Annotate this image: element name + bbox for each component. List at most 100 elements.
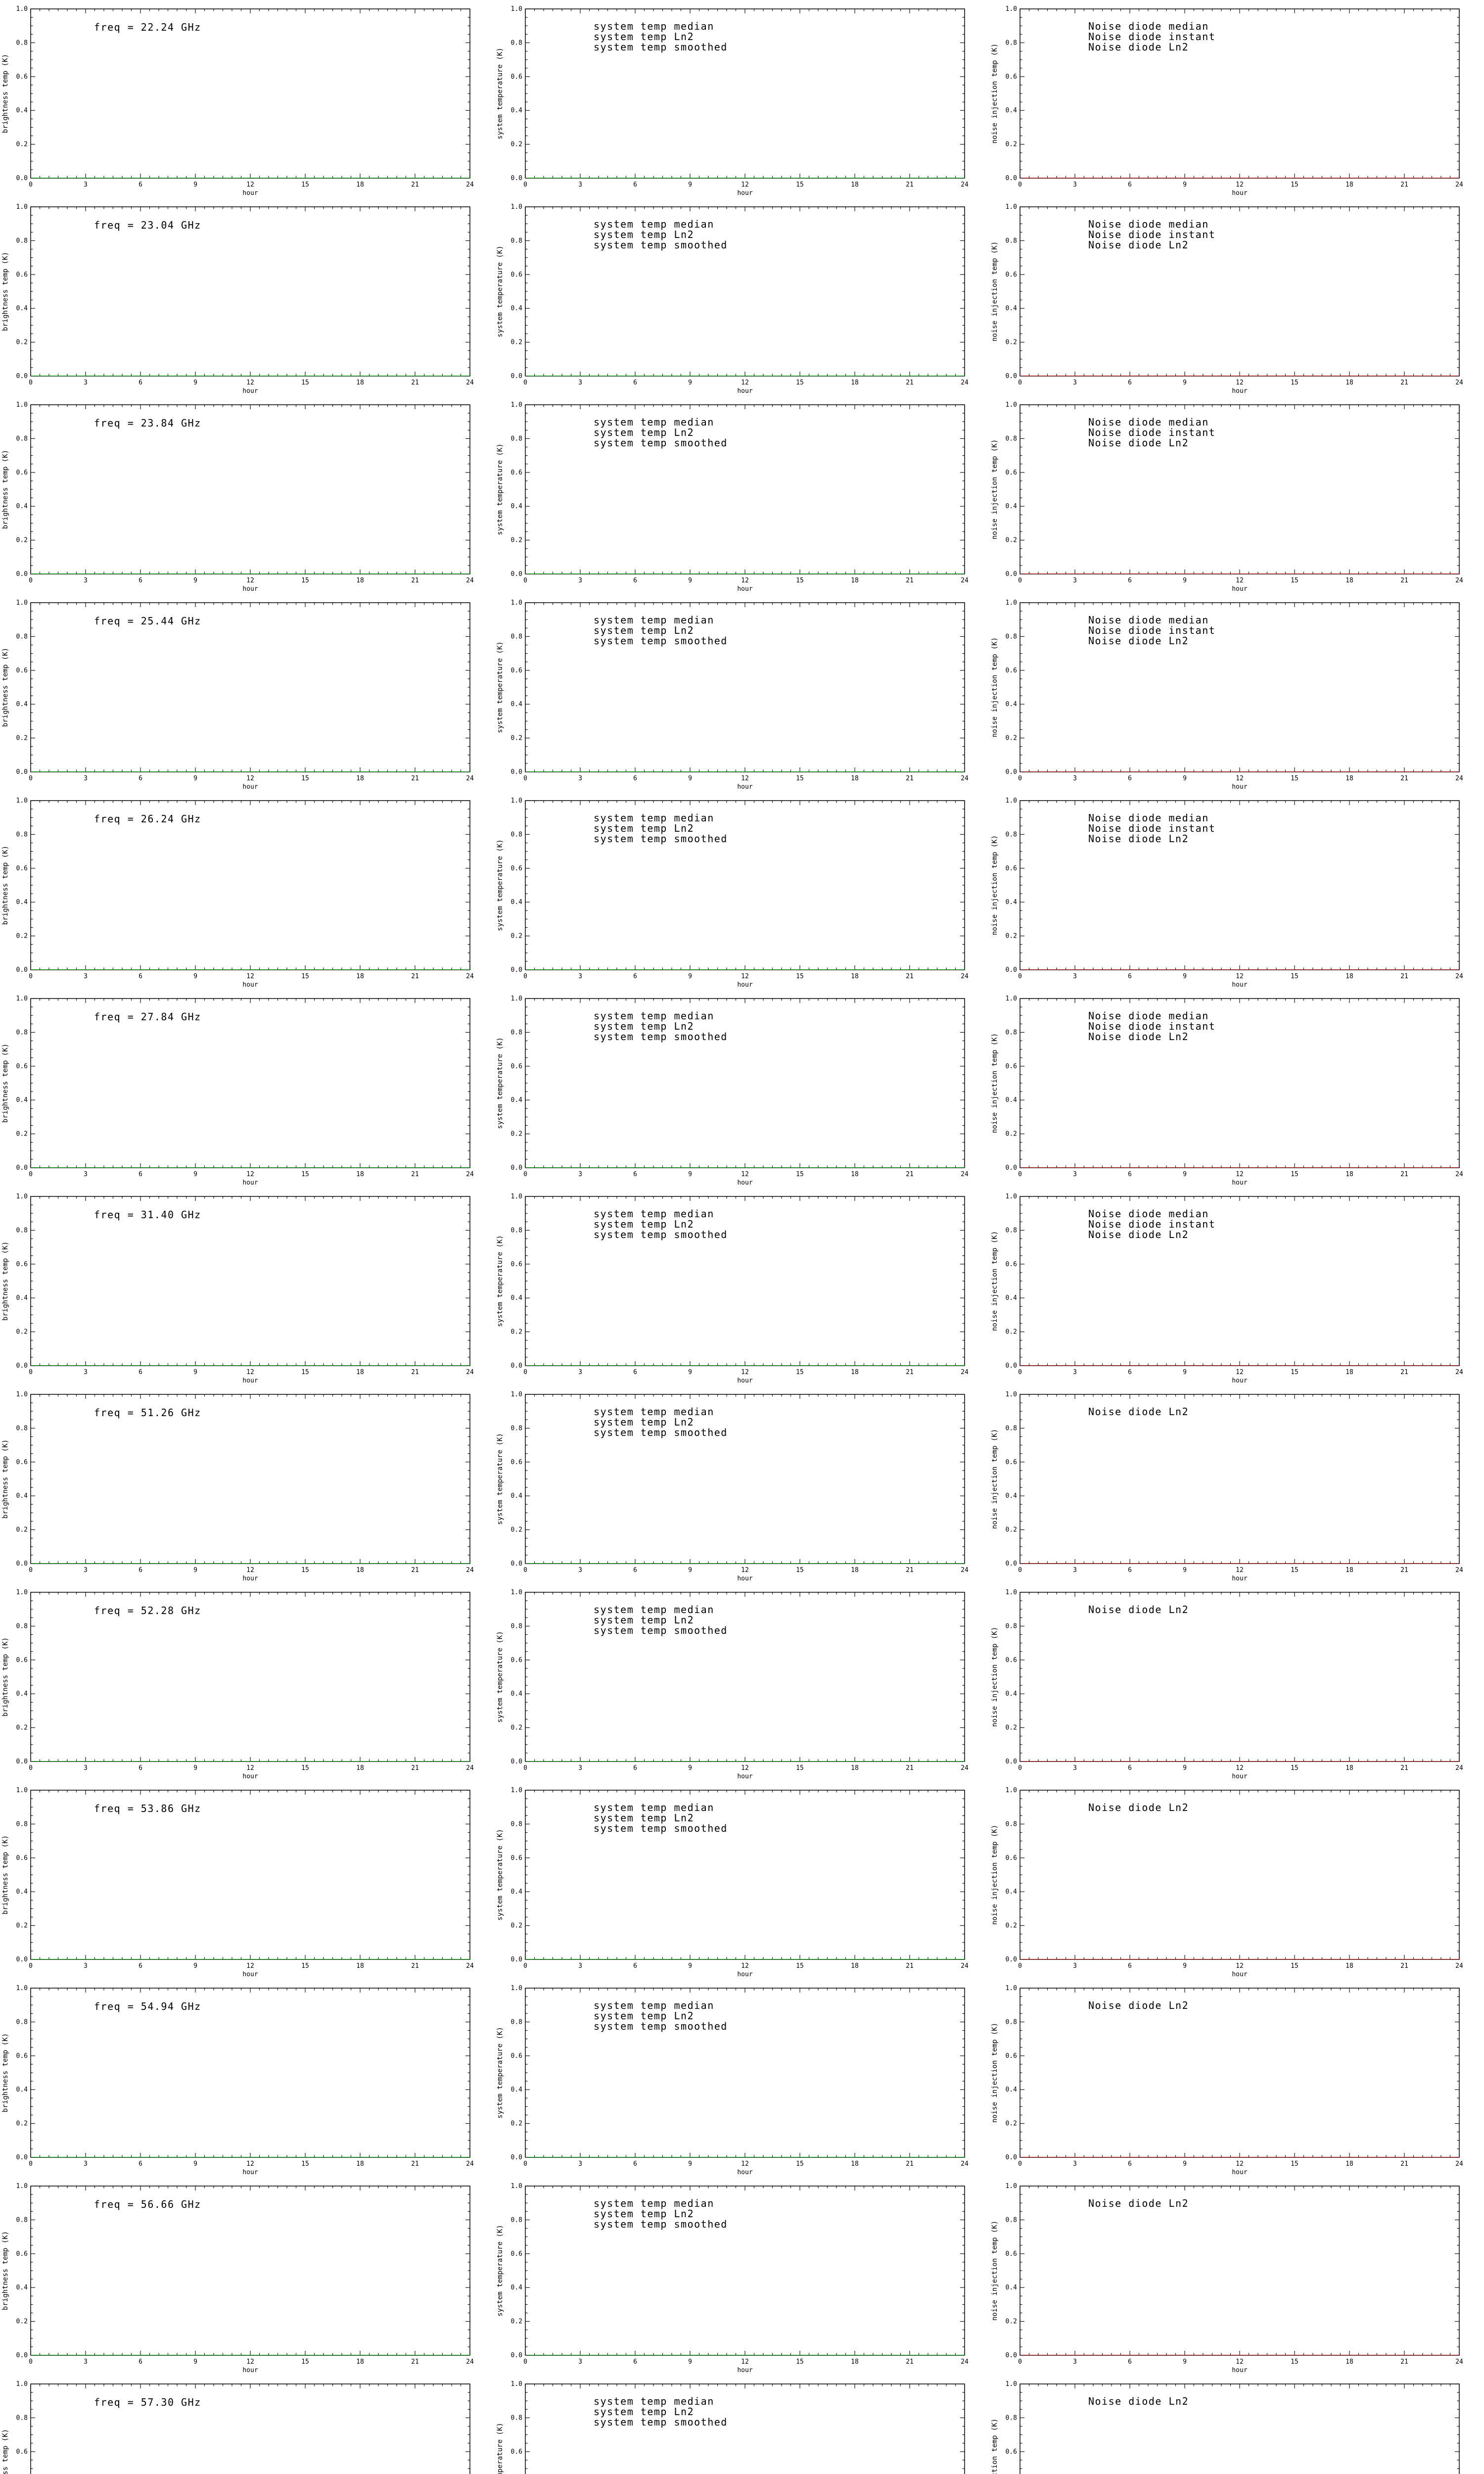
x-tick-label: 3	[84, 379, 88, 386]
y-axis-label: system temperature (K)	[496, 1235, 504, 1327]
x-tick-label: 24	[466, 775, 474, 782]
y-axis-label: noise injection temp (K)	[991, 2419, 999, 2474]
x-axis-label: hour	[242, 1773, 258, 1780]
x-tick-label: 9	[193, 2358, 197, 2366]
x-tick-label: 18	[356, 1369, 364, 1376]
legend-entry: system temp Ln2	[594, 2406, 694, 2418]
x-tick-label: 21	[1400, 379, 1408, 386]
y-tick-label: 1.0	[16, 995, 28, 1002]
x-tick-label: 18	[851, 1171, 859, 1178]
plot-row7-left: 0 3 6 9 12 15 18 21 24 0.0 0.2 0.4 0.6 0.8 1.0 brightne…	[1, 1193, 474, 1384]
x-tick-label: 0	[1018, 2160, 1022, 2168]
legend-entry: system temp Ln2	[594, 1416, 694, 1428]
x-tick-label: 21	[1400, 2160, 1408, 2168]
y-tick-label: 0.2	[16, 2318, 28, 2326]
y-tick-label: 0.4	[511, 2284, 523, 2291]
x-tick-label: 6	[1128, 973, 1132, 980]
legend-entry: system temp median	[594, 218, 714, 230]
legend-entry: system temp median	[594, 812, 714, 824]
x-tick-label: 9	[1183, 1369, 1187, 1376]
legend-entry: system temp Ln2	[594, 624, 694, 636]
plot-row7-middle: 0 3 6 9 12 15 18 21 24 0.0 0.2 0.4 0.6 0.8 1.0 system t…	[496, 1193, 969, 1384]
y-tick-label: 0.0	[1006, 1560, 1017, 1568]
y-tick-label: 0.0	[16, 1758, 28, 1765]
y-tick-label: 0.2	[1006, 339, 1017, 346]
y-tick-label: 0.4	[16, 1492, 28, 1500]
x-tick-label: 12	[246, 379, 254, 386]
plot-cell-row11-middle: 0 3 6 9 12 15 18 21 24 0.0 0.2 0.4 0.6 0.8 1.0 system t…	[495, 1979, 989, 2177]
x-tick-label: 3	[84, 973, 88, 980]
x-tick-label: 18	[851, 181, 859, 189]
y-axis-label: system temperature (K)	[496, 1433, 504, 1524]
plot-row1-left: 0 3 6 9 12 15 18 21 24 0.0 0.2 0.4 0.6 0.8 1.0 brightne…	[1, 5, 474, 197]
y-tick-label: 0.4	[511, 305, 523, 312]
x-tick-label: 12	[1236, 1171, 1244, 1178]
plot-cell-row6-left: 0 3 6 9 12 15 18 21 24 0.0 0.2 0.4 0.6 0.8 1.0 brightne…	[0, 990, 495, 1188]
y-axis-label: brightness temp (K)	[1, 1637, 9, 1716]
legend-entry: Noise diode Ln2	[1088, 1999, 1189, 2011]
x-tick-label: 12	[741, 2358, 749, 2366]
y-tick-label: 0.4	[1006, 899, 1018, 906]
y-tick-label: 0.0	[511, 2352, 522, 2359]
x-tick-label: 0	[1018, 1171, 1022, 1178]
y-tick-label: 0.8	[1006, 2018, 1017, 2026]
x-tick-label: 3	[1073, 1369, 1077, 1376]
x-tick-label: 24	[466, 1764, 474, 1772]
plot-row7-right: 0 3 6 9 12 15 18 21 24 0.0 0.2 0.4 0.6 0.8 1.0 noise in…	[991, 1193, 1463, 1384]
y-tick-label: 0.8	[16, 1227, 28, 1234]
x-tick-label: 6	[1128, 1171, 1132, 1178]
x-tick-label: 9	[688, 181, 692, 189]
x-tick-label: 21	[411, 1171, 419, 1178]
x-tick-label: 18	[851, 1764, 859, 1772]
y-tick-label: 0.6	[511, 2448, 522, 2456]
y-tick-label: 0.4	[511, 1294, 523, 1302]
x-tick-label: 21	[1400, 1171, 1408, 1178]
x-tick-label: 0	[523, 973, 527, 980]
y-axis-label: system temperature (K)	[496, 2225, 504, 2316]
plot-row1-right: 0 3 6 9 12 15 18 21 24 0.0 0.2 0.4 0.6 0.8 1.0 noise in…	[991, 5, 1463, 197]
x-tick-label: 12	[741, 577, 749, 584]
y-tick-label: 0.0	[1006, 1758, 1017, 1765]
x-axis-label: hour	[1232, 1971, 1247, 1978]
plot-frame	[525, 1988, 965, 2158]
plot-cell-row4-left: 0 3 6 9 12 15 18 21 24 0.0 0.2 0.4 0.6 0.8 1.0 brightne…	[0, 594, 495, 792]
x-tick-label: 12	[1236, 1567, 1244, 1574]
plot-cell-row5-right: 0 3 6 9 12 15 18 21 24 0.0 0.2 0.4 0.6 0.8 1.0 noise in…	[989, 792, 1484, 990]
y-axis-label: system temperature (K)	[496, 1631, 504, 1722]
y-axis-label: noise injection temp (K)	[991, 2023, 999, 2123]
y-tick-label: 0.8	[1006, 2216, 1017, 2224]
y-tick-label: 0.0	[1006, 373, 1017, 380]
legend-entry: Noise diode Ln2	[1088, 1229, 1189, 1240]
x-tick-label: 6	[1128, 2358, 1132, 2366]
plot-frame	[1020, 2186, 1460, 2356]
x-tick-label: 18	[851, 2160, 859, 2168]
y-tick-label: 0.8	[16, 633, 28, 640]
legend-entry: Noise diode instant	[1088, 31, 1215, 43]
plot-cell-row10-middle: 0 3 6 9 12 15 18 21 24 0.0 0.2 0.4 0.6 0.8 1.0 system t…	[495, 1781, 989, 1979]
x-tick-label: 15	[301, 2160, 309, 2168]
y-tick-label: 0.8	[16, 1622, 28, 1630]
x-tick-label: 15	[301, 2358, 309, 2366]
x-tick-label: 6	[1128, 1567, 1132, 1574]
y-tick-label: 0.0	[16, 2154, 28, 2161]
y-tick-label: 1.0	[1006, 5, 1017, 13]
plot-cell-row4-right: 0 3 6 9 12 15 18 21 24 0.0 0.2 0.4 0.6 0.8 1.0 noise in…	[989, 594, 1484, 792]
y-tick-label: 0.6	[16, 1855, 28, 1862]
y-axis-label: noise injection temp (K)	[991, 2221, 999, 2321]
y-tick-label: 0.6	[511, 469, 522, 476]
y-tick-label: 0.8	[16, 435, 28, 442]
y-tick-label: 1.0	[511, 599, 522, 607]
x-tick-label: 24	[466, 2358, 474, 2366]
x-tick-label: 0	[29, 1567, 33, 1574]
x-tick-label: 24	[961, 775, 969, 782]
plot-cell-row12-left: 0 3 6 9 12 15 18 21 24 0.0 0.2 0.4 0.6 0.8 1.0 brightne…	[0, 2177, 495, 2375]
y-tick-label: 1.0	[16, 2380, 28, 2388]
x-tick-label: 9	[193, 1369, 197, 1376]
legend-entry: system temp smoothed	[594, 1031, 728, 1043]
y-tick-label: 0.6	[16, 1459, 28, 1466]
y-tick-label: 0.8	[1006, 1227, 1017, 1234]
x-tick-label: 3	[1073, 577, 1077, 584]
y-tick-label: 0.0	[1006, 2154, 1017, 2161]
plot-frame	[1020, 1592, 1460, 1762]
